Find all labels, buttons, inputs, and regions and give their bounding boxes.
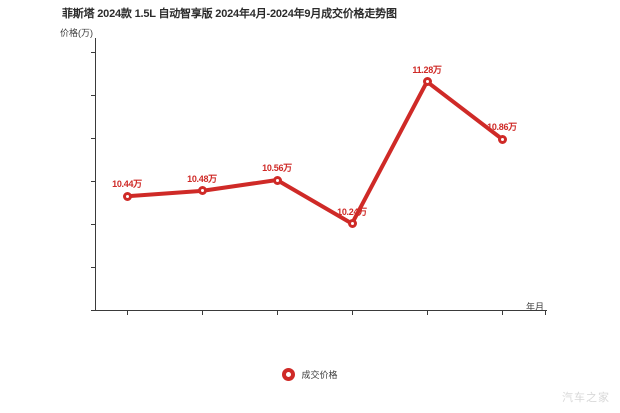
data-point-marker[interactable] [497,134,507,144]
y-axis-tick [91,138,95,139]
data-point-marker[interactable] [422,77,432,87]
y-axis-tick [91,52,95,53]
x-axis-tick [545,311,546,315]
legend-marker-icon [282,368,296,381]
y-axis-tick [91,310,95,311]
data-point-marker[interactable] [197,186,207,196]
x-axis-tick [127,311,128,315]
data-point-label: 10.44万 [112,179,142,190]
y-axis-tick [91,181,95,182]
x-axis-tick [277,311,278,315]
y-axis-tick [91,95,95,96]
data-point-marker[interactable] [272,175,282,185]
x-axis-tick [352,311,353,315]
data-point-label: 10.56万 [262,162,292,173]
series-polyline [125,79,504,226]
y-axis-tick [91,267,95,268]
data-point-label: 10.48万 [187,173,217,184]
data-point-label: 11.28万 [412,64,442,75]
watermark: 汽车之家 [562,392,610,404]
data-point-marker[interactable] [347,219,357,229]
x-axis-label: 年月 [526,302,545,312]
x-axis-tick [502,311,503,315]
x-axis-line [95,310,547,311]
data-point-marker[interactable] [122,191,132,201]
y-axis-line [95,38,96,311]
data-point-label: 10.24万 [337,206,367,217]
x-axis-tick [427,311,428,315]
data-point-label: 10.86万 [487,122,517,132]
chart-legend: 成交价格 [0,368,620,381]
chart-title: 菲斯塔 2024款 1.5L 自动智享版 2024年4月-2024年9月成交价格… [62,8,397,20]
legend-series-label: 成交价格 [301,370,338,380]
y-axis-tick [91,224,95,225]
x-axis-tick [202,311,203,315]
y-axis-label: 价格(万) [60,28,93,38]
